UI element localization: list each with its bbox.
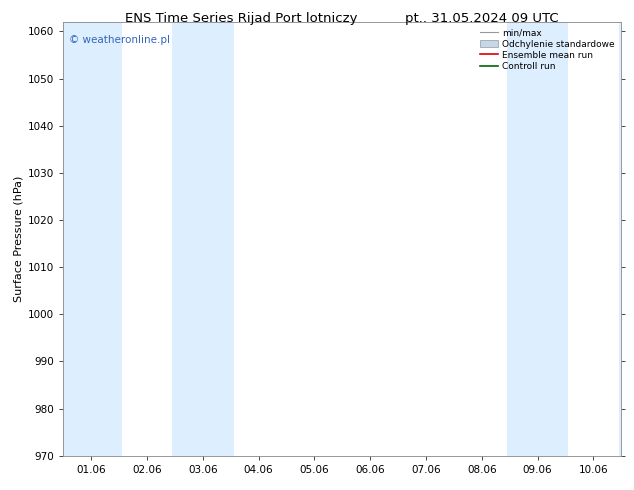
Text: pt.. 31.05.2024 09 UTC: pt.. 31.05.2024 09 UTC xyxy=(405,12,559,25)
Legend: min/max, Odchylenie standardowe, Ensemble mean run, Controll run: min/max, Odchylenie standardowe, Ensembl… xyxy=(478,26,617,73)
Bar xyxy=(172,22,233,456)
Y-axis label: Surface Pressure (hPa): Surface Pressure (hPa) xyxy=(14,176,24,302)
Text: ENS Time Series Rijad Port lotniczy: ENS Time Series Rijad Port lotniczy xyxy=(125,12,357,25)
Bar xyxy=(507,22,568,456)
Text: © weatheronline.pl: © weatheronline.pl xyxy=(69,35,170,45)
Bar xyxy=(63,22,122,456)
Bar xyxy=(619,22,621,456)
